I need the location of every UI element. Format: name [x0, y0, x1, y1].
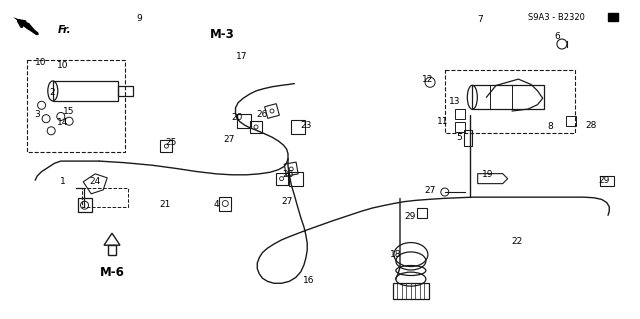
- Text: 27: 27: [223, 135, 235, 144]
- Bar: [276, 173, 287, 185]
- Bar: [393, 283, 429, 299]
- Text: 6: 6: [554, 32, 559, 41]
- Text: 18: 18: [390, 250, 401, 259]
- Bar: [566, 116, 576, 126]
- Text: 3: 3: [35, 110, 40, 119]
- Bar: [465, 130, 472, 146]
- Text: 29: 29: [404, 212, 415, 221]
- Text: Fr.: Fr.: [58, 25, 72, 34]
- Bar: [52, 81, 118, 101]
- Text: 15: 15: [63, 107, 75, 116]
- Bar: [118, 86, 133, 96]
- Text: M-6: M-6: [100, 266, 124, 279]
- Text: 20: 20: [231, 113, 243, 122]
- Text: 14: 14: [57, 118, 68, 127]
- Bar: [108, 245, 116, 255]
- Text: 22: 22: [511, 237, 523, 246]
- Bar: [291, 120, 305, 134]
- Text: 24: 24: [89, 177, 100, 186]
- Text: 26: 26: [257, 110, 268, 119]
- Bar: [77, 198, 92, 212]
- Bar: [220, 197, 231, 211]
- Bar: [600, 176, 614, 186]
- Text: 10: 10: [35, 58, 46, 67]
- Text: 17: 17: [236, 52, 248, 61]
- Text: S9A3 - B2320: S9A3 - B2320: [529, 13, 585, 22]
- Bar: [454, 109, 465, 119]
- Bar: [284, 162, 298, 176]
- Text: 8: 8: [548, 122, 553, 130]
- Text: 21: 21: [159, 200, 171, 209]
- Bar: [265, 104, 279, 118]
- Polygon shape: [13, 17, 39, 35]
- Bar: [417, 208, 428, 218]
- Text: 28: 28: [586, 121, 597, 130]
- Bar: [608, 12, 618, 21]
- Bar: [454, 122, 465, 132]
- Bar: [472, 85, 544, 109]
- Text: 19: 19: [482, 170, 493, 179]
- Bar: [237, 114, 252, 128]
- Text: 10: 10: [57, 61, 68, 70]
- Text: 4: 4: [214, 200, 219, 209]
- Text: 27: 27: [424, 186, 436, 195]
- Text: 27: 27: [281, 197, 292, 206]
- Text: 5: 5: [457, 133, 462, 142]
- Text: 12: 12: [422, 75, 433, 84]
- Text: 16: 16: [303, 276, 314, 285]
- Bar: [250, 121, 262, 133]
- Text: 29: 29: [598, 176, 610, 185]
- Text: 25: 25: [166, 138, 177, 147]
- Bar: [161, 140, 172, 152]
- Bar: [289, 172, 303, 186]
- Text: 13: 13: [449, 97, 460, 106]
- Text: 9: 9: [137, 14, 142, 23]
- Text: 7: 7: [477, 15, 483, 24]
- Text: 2: 2: [50, 88, 55, 97]
- Text: M-3: M-3: [211, 28, 235, 41]
- Text: 26: 26: [282, 170, 294, 179]
- Text: 23: 23: [300, 121, 312, 130]
- Text: 11: 11: [437, 117, 449, 126]
- Text: 1: 1: [60, 177, 65, 186]
